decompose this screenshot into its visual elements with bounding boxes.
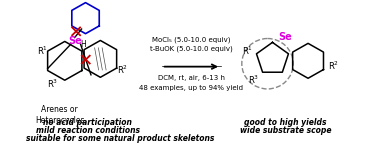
Text: Se: Se (68, 36, 82, 46)
Text: Se: Se (279, 32, 292, 42)
Text: good to high yields: good to high yields (244, 118, 327, 127)
Text: R$^2$: R$^2$ (118, 64, 129, 76)
Text: t-BuOK (5.0-10.0 equiv): t-BuOK (5.0-10.0 equiv) (150, 46, 233, 52)
Text: R$^3$: R$^3$ (248, 74, 259, 86)
Text: MoCl₅ (5.0-10.0 equiv): MoCl₅ (5.0-10.0 equiv) (152, 36, 231, 43)
Text: R$^2$: R$^2$ (328, 59, 339, 72)
Text: H: H (81, 40, 87, 49)
Text: 48 examples, up to 94% yield: 48 examples, up to 94% yield (139, 85, 243, 91)
Text: R$^3$: R$^3$ (47, 78, 59, 90)
Text: Arenes or
Heterocycles: Arenes or Heterocycles (35, 105, 85, 125)
Text: mild reaction conditions: mild reaction conditions (36, 126, 139, 135)
Text: no acid participation: no acid participation (43, 118, 132, 127)
Text: R$^1$: R$^1$ (37, 45, 48, 57)
Text: suitable for some natural product skeletons: suitable for some natural product skelet… (26, 134, 214, 143)
Text: wide substrate scope: wide substrate scope (240, 126, 331, 135)
Text: R$^1$: R$^1$ (242, 45, 253, 57)
Text: DCM, rt, air, 6-13 h: DCM, rt, air, 6-13 h (158, 75, 225, 81)
